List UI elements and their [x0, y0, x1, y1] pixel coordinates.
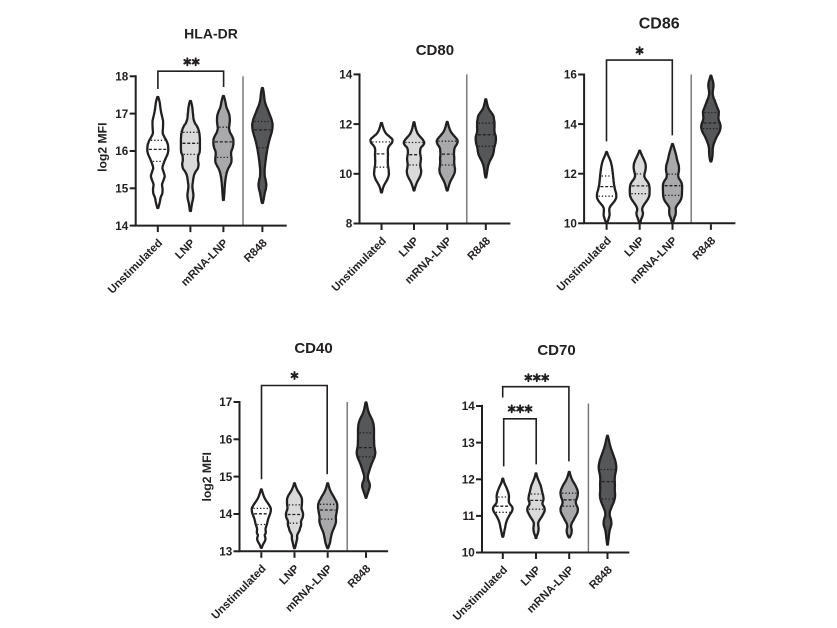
svg-text:13: 13	[219, 546, 233, 559]
svg-text:14: 14	[339, 69, 353, 82]
svg-text:15: 15	[219, 471, 233, 484]
svg-text:HLA-DR: HLA-DR	[184, 26, 238, 42]
svg-text:12: 12	[462, 474, 476, 487]
svg-text:14: 14	[462, 400, 476, 413]
svg-text:CD40: CD40	[294, 340, 332, 357]
svg-text:16: 16	[115, 145, 129, 158]
svg-text:16: 16	[219, 434, 233, 447]
svg-text:17: 17	[115, 108, 128, 121]
svg-text:10: 10	[564, 218, 578, 231]
svg-text:log2 MFI: log2 MFI	[200, 452, 214, 501]
svg-text:CD70: CD70	[537, 342, 575, 359]
svg-text:14: 14	[115, 220, 129, 233]
svg-text:12: 12	[339, 118, 353, 131]
svg-text:CD80: CD80	[416, 42, 454, 59]
svg-text:log2 MFI: log2 MFI	[95, 122, 109, 171]
svg-text:17: 17	[219, 396, 232, 409]
svg-text:12: 12	[564, 168, 578, 181]
svg-text:CD86: CD86	[639, 15, 680, 32]
svg-text:14: 14	[219, 508, 233, 521]
svg-text:10: 10	[462, 547, 476, 560]
svg-text:13: 13	[462, 437, 476, 450]
svg-text:16: 16	[564, 69, 578, 82]
svg-text:10: 10	[339, 168, 353, 181]
svg-text:11: 11	[462, 510, 475, 523]
svg-text:14: 14	[564, 118, 578, 131]
svg-text:18: 18	[115, 71, 129, 84]
svg-text:15: 15	[115, 183, 129, 196]
svg-text:8: 8	[346, 218, 353, 231]
